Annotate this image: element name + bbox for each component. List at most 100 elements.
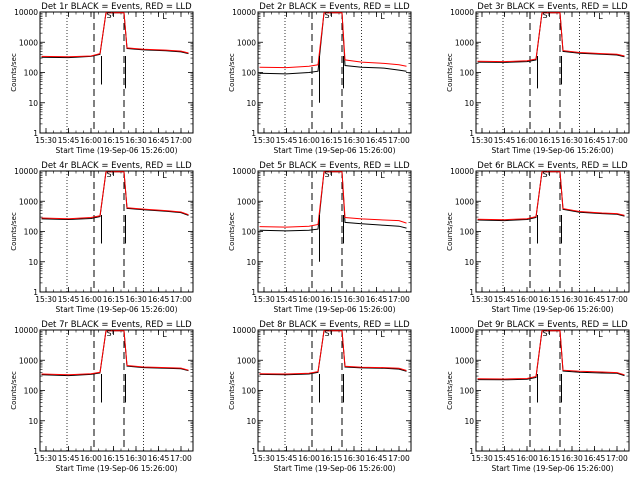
x-tick-label: 16:15 — [539, 136, 561, 145]
y-tick-label: 10000 — [232, 167, 256, 176]
series-line — [41, 171, 189, 220]
y-tick-label: 100 — [242, 228, 257, 237]
marker-s: S — [324, 329, 329, 338]
x-tick-label: 16:15 — [321, 295, 343, 304]
y-axis-label: Counts/sec — [228, 371, 236, 410]
y-tick-label: 10 — [464, 99, 474, 108]
x-tick-label: 16:00 — [516, 454, 538, 463]
x-tick-label: 16:00 — [298, 136, 320, 145]
y-axis-label: Counts/sec — [446, 212, 454, 251]
y-tick-label: 10 — [28, 258, 38, 267]
y-tick-label: 100 — [24, 228, 39, 237]
x-axis-label: Start Time (19-Sep-06 15:26:00) — [274, 464, 396, 473]
plot-frame — [39, 11, 194, 134]
x-tick-label: 16:15 — [321, 136, 343, 145]
x-tick-label: 16:30 — [561, 454, 583, 463]
chart-panel: Det 7r BLACK = Events, RED = LLD 1 10 100 10… — [10, 320, 194, 473]
x-tick-label: 16:30 — [561, 295, 583, 304]
y-axis-label: Counts/sec — [228, 212, 236, 251]
x-tick-label: 16:45 — [584, 295, 606, 304]
x-tick-label: 16:30 — [125, 295, 147, 304]
series-group — [477, 12, 625, 89]
x-tick-label: 15:45 — [58, 454, 80, 463]
x-tick-label: 17:00 — [170, 295, 192, 304]
x-tick-label: 16:00 — [298, 454, 320, 463]
x-tick-label: 16:00 — [298, 295, 320, 304]
y-axis-label: Counts/sec — [10, 371, 18, 410]
x-tick-label: 15:30 — [35, 136, 57, 145]
x-tick-label: 17:00 — [388, 136, 410, 145]
marker-s: S — [106, 329, 111, 338]
plot-frame — [257, 170, 412, 293]
marker-l: L — [162, 171, 167, 180]
marker-s: S — [542, 11, 547, 20]
x-tick-label: 16:15 — [539, 454, 561, 463]
x-tick-label: 16:30 — [125, 454, 147, 463]
y-tick-label: 100 — [242, 69, 257, 78]
y-tick-label: 10 — [246, 417, 256, 426]
y-tick-label: 1 — [33, 288, 38, 297]
chart-title: Det 7r BLACK = Events, RED = LLD — [41, 320, 192, 330]
chart-title: Det 3r BLACK = Events, RED = LLD — [477, 2, 628, 12]
y-tick-label: 100 — [24, 387, 39, 396]
x-tick-label: 17:00 — [388, 454, 410, 463]
x-tick-label: 16:00 — [80, 136, 102, 145]
x-tick-label: 15:30 — [253, 136, 275, 145]
y-tick-label: 1000 — [237, 356, 256, 365]
marker-s: S — [324, 11, 329, 20]
x-tick-label: 16:30 — [343, 454, 365, 463]
x-axis-label: Start Time (19-Sep-06 15:26:00) — [56, 305, 178, 314]
marker-l: L — [162, 12, 167, 21]
y-tick-label: 100 — [460, 69, 475, 78]
x-tick-label: 17:00 — [388, 295, 410, 304]
y-tick-label: 10 — [28, 417, 38, 426]
x-tick-label: 16:45 — [148, 295, 170, 304]
series-group — [41, 12, 189, 89]
y-tick-label: 10 — [28, 99, 38, 108]
y-tick-label: 1000 — [455, 356, 474, 365]
x-tick-label: 15:45 — [494, 454, 516, 463]
x-tick-label: 15:30 — [471, 136, 493, 145]
y-tick-label: 10000 — [450, 8, 474, 17]
series-group — [259, 171, 407, 262]
chart-panel: Det 2r BLACK = Events, RED = LLD 1 10 100 10… — [228, 2, 412, 155]
chart-panel: Det 8r BLACK = Events, RED = LLD 1 10 100 10… — [228, 320, 412, 473]
y-tick-label: 1 — [251, 447, 256, 456]
marker-l: L — [598, 330, 603, 339]
y-axis-label: Counts/sec — [10, 212, 18, 251]
series-line — [259, 12, 407, 69]
x-tick-label: 16:15 — [103, 295, 125, 304]
plot-frame — [475, 11, 630, 134]
series-group — [477, 330, 625, 403]
y-axis-label: Counts/sec — [446, 53, 454, 92]
x-tick-label: 16:15 — [539, 295, 561, 304]
marker-s: S — [542, 170, 547, 179]
series-group — [259, 12, 407, 103]
x-axis-label: Start Time (19-Sep-06 15:26:00) — [274, 146, 396, 155]
series-line — [259, 171, 407, 232]
x-tick-label: 16:45 — [366, 295, 388, 304]
plot-frame — [39, 170, 194, 293]
series-line — [259, 12, 407, 75]
x-tick-label: 16:45 — [366, 136, 388, 145]
y-axis-label: Counts/sec — [10, 53, 18, 92]
series-line — [41, 12, 189, 58]
chart-title: Det 4r BLACK = Events, RED = LLD — [41, 161, 192, 171]
x-tick-label: 16:45 — [148, 136, 170, 145]
x-tick-label: 16:00 — [80, 454, 102, 463]
chart-title: Det 2r BLACK = Events, RED = LLD — [259, 2, 410, 12]
x-tick-label: 15:45 — [494, 295, 516, 304]
x-tick-label: 16:45 — [366, 454, 388, 463]
y-tick-label: 1 — [33, 129, 38, 138]
y-tick-label: 1000 — [237, 38, 256, 47]
x-tick-label: 15:30 — [253, 454, 275, 463]
y-tick-label: 1000 — [19, 356, 38, 365]
chart-panel: Det 9r BLACK = Events, RED = LLD 1 10 100 10… — [446, 320, 630, 473]
x-tick-label: 16:00 — [516, 136, 538, 145]
x-tick-label: 15:45 — [494, 136, 516, 145]
y-tick-label: 100 — [24, 69, 39, 78]
plot-frame — [475, 170, 630, 293]
chart-panel: Det 4r BLACK = Events, RED = LLD 1 10 100 10… — [10, 161, 194, 314]
y-tick-label: 10000 — [14, 326, 38, 335]
x-tick-label: 15:30 — [253, 295, 275, 304]
